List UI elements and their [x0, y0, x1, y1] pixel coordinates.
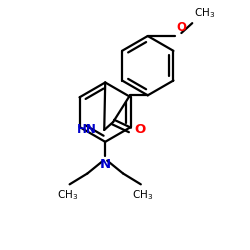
Text: HN: HN: [76, 124, 96, 136]
Text: CH$_3$: CH$_3$: [57, 188, 78, 202]
Text: CH$_3$: CH$_3$: [194, 6, 216, 20]
Text: CH$_3$: CH$_3$: [132, 188, 154, 202]
Text: O: O: [134, 124, 145, 136]
Text: N: N: [100, 158, 111, 171]
Text: O: O: [176, 21, 186, 34]
